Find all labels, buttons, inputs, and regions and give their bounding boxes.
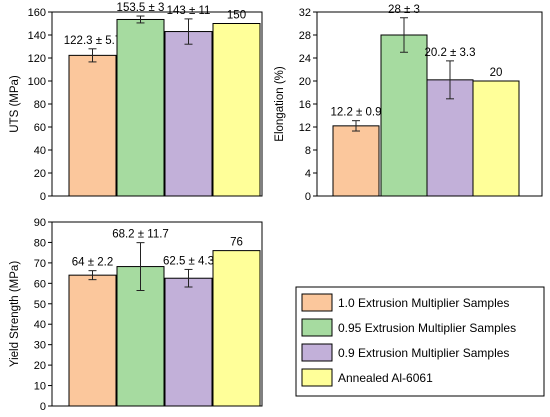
y-tick-label: 60 [34,122,46,134]
data-label: 20.2 ± 3.3 [424,47,475,59]
data-label: 122.3 ± 5.7 [64,35,121,47]
y-tick-label: 28 [299,30,311,42]
legend: 1.0 Extrusion Multiplier Samples 0.95 Ext… [295,286,545,397]
y-tick-label: 8 [305,145,311,157]
y-tick-label: 140 [28,30,46,42]
y-tick-label: 32 [299,7,311,19]
legend-swatch [301,318,333,337]
bar [380,34,428,197]
legend-label: 0.9 Extrusion Multiplier Samples [338,346,509,360]
plot-frame [51,11,263,197]
y-tick-label: 40 [34,145,46,157]
legend-label: Annealed Al-6061 [338,371,433,385]
y-tick-label: 20 [299,76,311,88]
y-tick-label: 70 [34,258,46,270]
y-tick-label: 160 [28,7,46,19]
plot-frame [316,11,543,197]
plot-frame [51,221,263,407]
y-axis-title: Elongation (%) [274,66,286,142]
data-label: 68.2 ± 11.7 [112,229,169,241]
y-tick-label: 0 [40,401,46,413]
y-tick-label: 100 [28,76,46,88]
legend-swatch [301,293,333,312]
bar [212,250,261,407]
data-label: 76 [230,237,243,249]
y-tick-label: 0 [305,191,311,203]
data-label: 153.5 ± 3 [117,2,165,14]
y-tick-label: 20 [34,360,46,372]
y-tick-label: 40 [34,319,46,331]
y-tick-label: 10 [34,381,46,393]
y-axis-title: UTS (MPa) [9,75,21,133]
y-tick-label: 16 [299,99,311,111]
elongation-chart: 0 4 8 12 16 20 24 28 32 12.2 ± 0.9 28 ± 3 20.2 ± 3.… [274,4,543,203]
bar [68,54,117,197]
y-tick-label: 60 [34,278,46,290]
data-label: 20 [490,67,503,79]
legend-swatch [301,368,333,387]
bar [212,23,261,197]
y-tick-label: 0 [40,191,46,203]
y-tick-label: 90 [34,217,46,229]
y-axis-title: Yield Strength (MPa) [9,261,21,367]
data-label: 28 ± 3 [388,4,420,16]
data-label: 143 ± 11 [167,5,211,17]
legend-box [295,286,545,397]
bar [164,277,213,407]
data-label: 12.2 ± 0.9 [330,107,381,119]
legend-label: 0.95 Extrusion Multiplier Samples [338,321,516,335]
y-tick-label: 12 [299,122,311,134]
y-tick-label: 80 [34,237,46,249]
y-tick-label: 24 [299,53,311,65]
bar [332,125,380,197]
uts-chart: 0 20 40 60 80 100 120 140 160 122.3 ± 5.7 153.5 ± … [9,2,263,203]
yield-chart: 0 10 20 30 40 50 60 70 80 90 64 ± 2.2 68.2 ± 11.7 62… [9,217,263,413]
data-label: 62.5 ± 4.3 [163,255,214,267]
y-tick-label: 4 [305,168,311,180]
data-label: 150 [227,10,246,22]
bar [164,31,213,197]
data-label: 64 ± 2.2 [72,257,113,269]
y-tick-label: 30 [34,340,46,352]
legend-swatch [301,343,333,362]
y-tick-label: 20 [34,168,46,180]
legend-label: 1.0 Extrusion Multiplier Samples [338,296,509,310]
bar [116,18,165,197]
bar [472,80,520,197]
y-tick-label: 50 [34,299,46,311]
bar [68,274,117,407]
y-tick-label: 120 [28,53,46,65]
y-tick-label: 80 [34,99,46,111]
